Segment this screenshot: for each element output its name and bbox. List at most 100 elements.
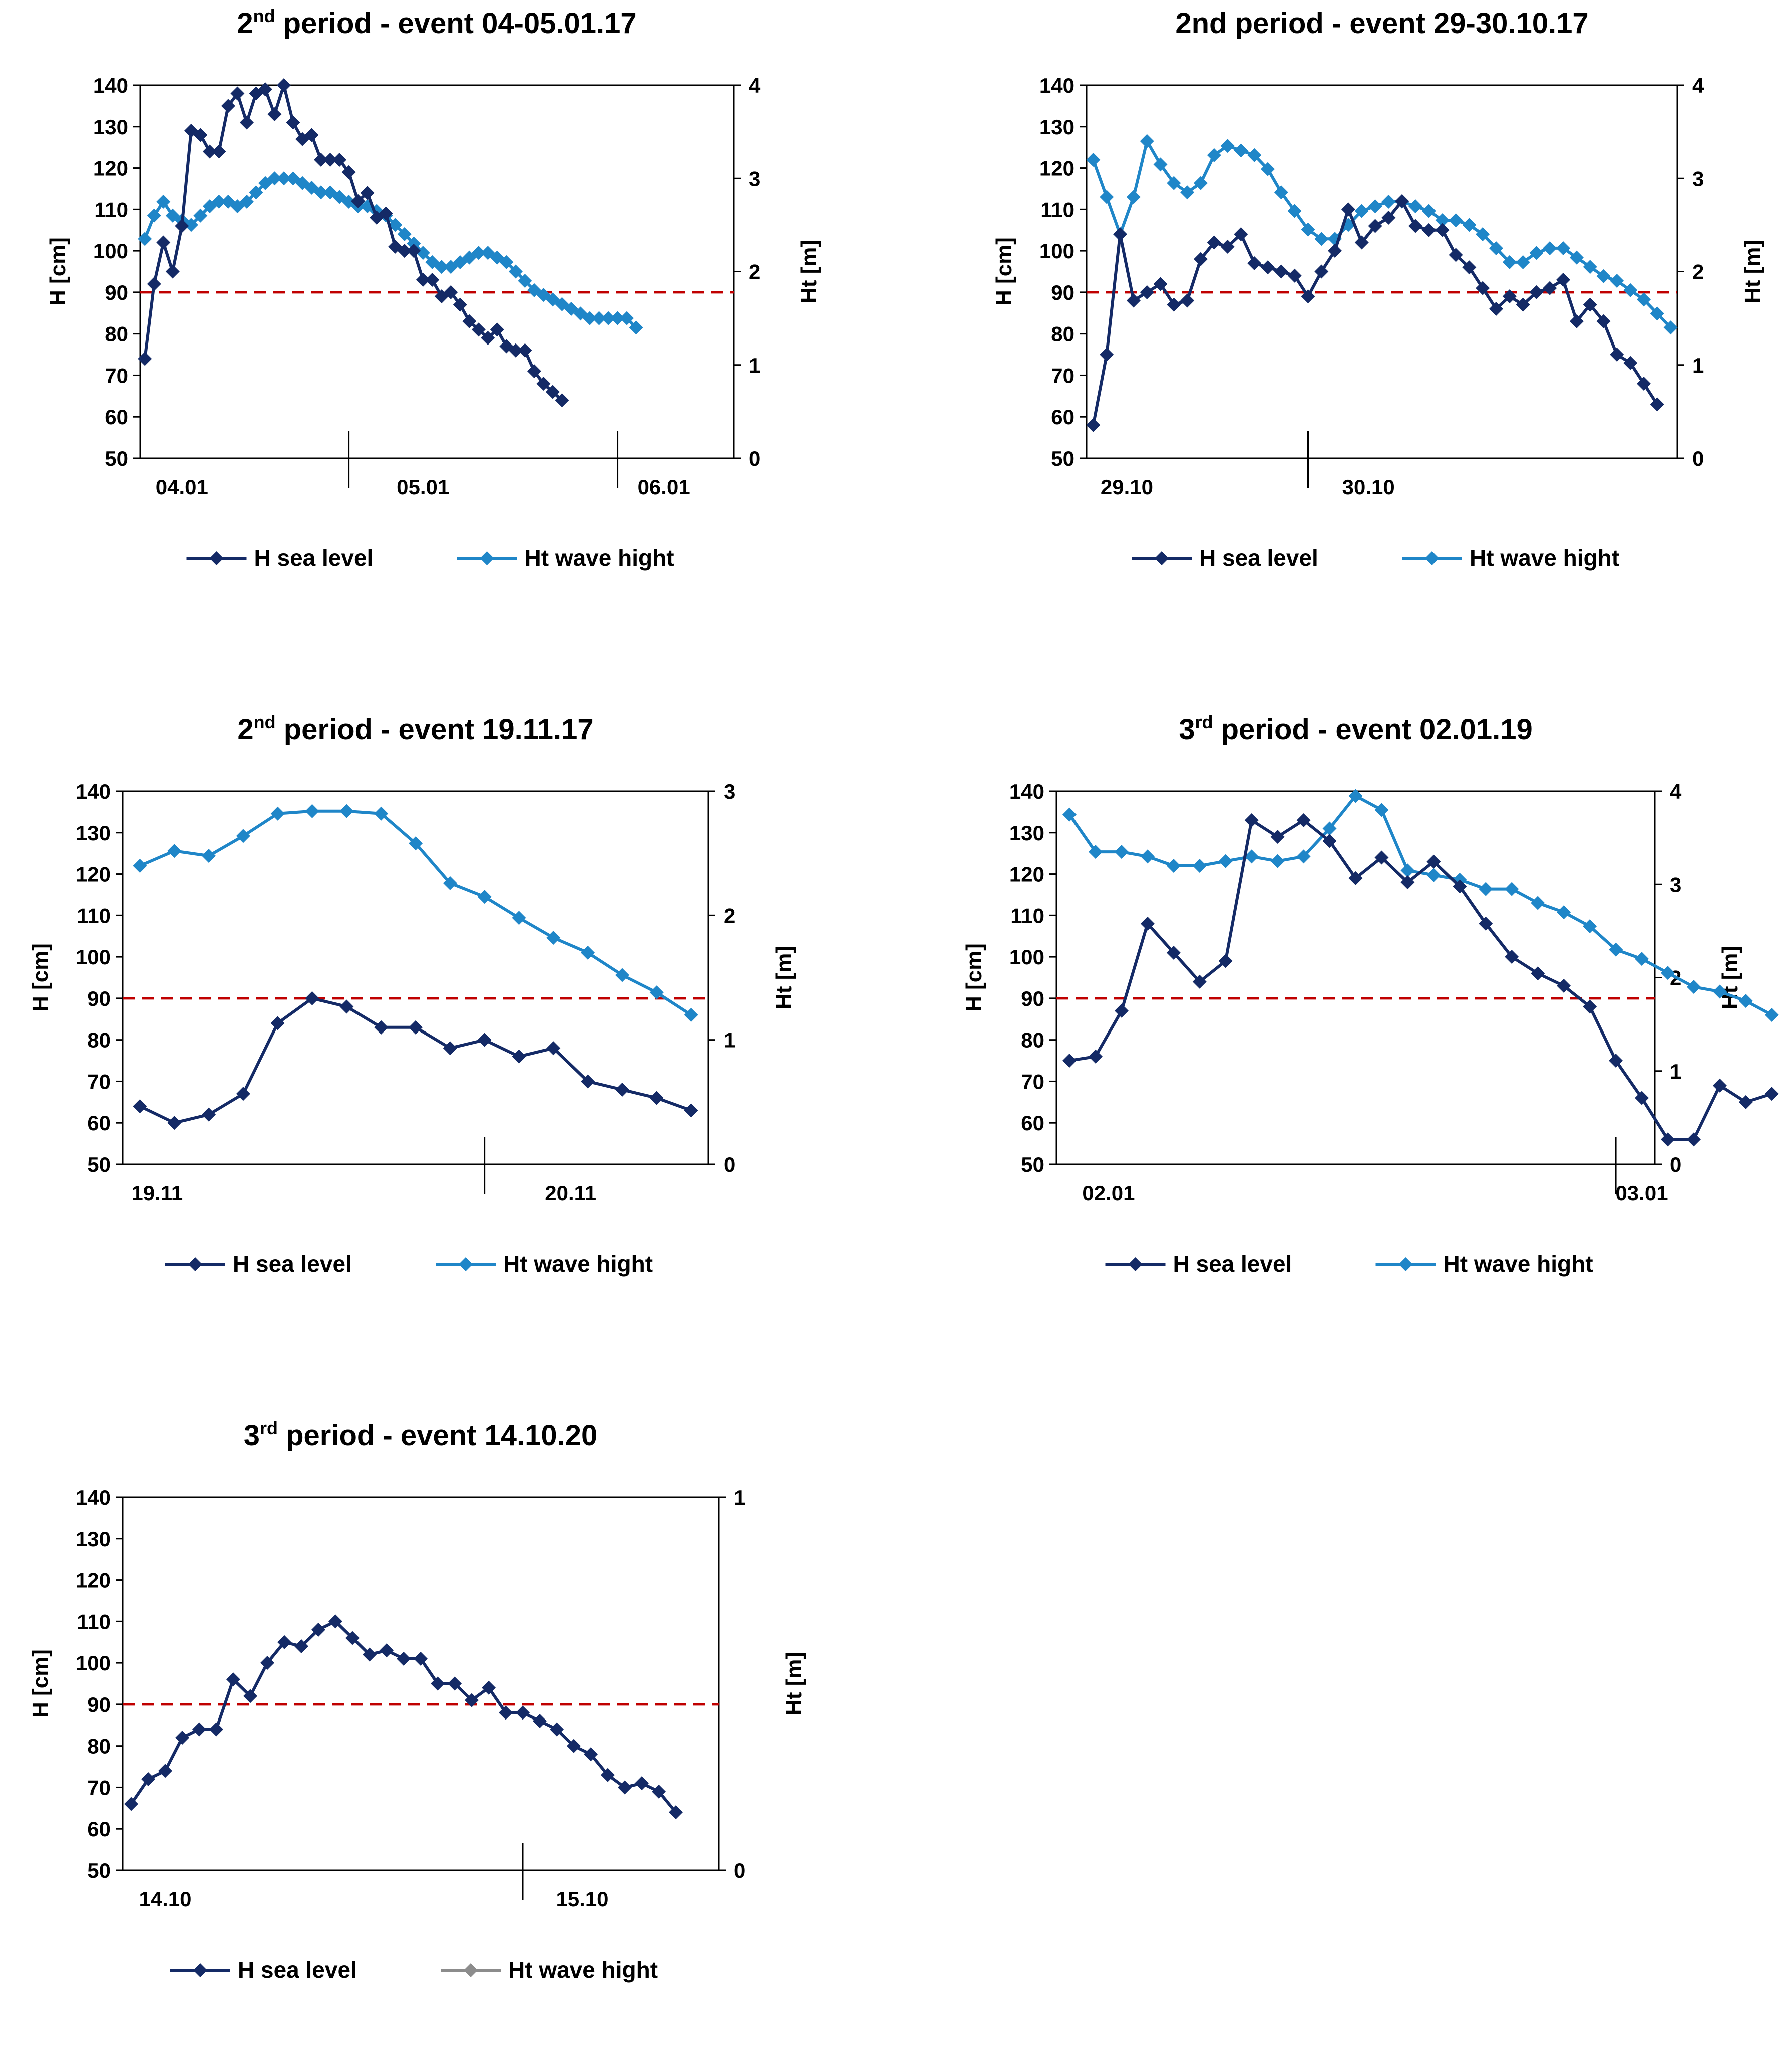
data-point-marker	[1408, 199, 1423, 214]
data-point-marker	[1192, 859, 1207, 873]
data-point-marker	[1636, 377, 1651, 391]
y-tick-label: 80	[87, 1028, 111, 1052]
series-wave-hight	[133, 804, 698, 1022]
chart-title-part: period - event 14.10.20	[278, 1419, 597, 1452]
data-point-marker	[684, 1008, 698, 1022]
data-point-marker	[512, 1049, 526, 1064]
data-point-marker	[499, 1705, 513, 1720]
data-point-marker	[1489, 302, 1503, 316]
data-point-marker	[1400, 875, 1415, 890]
data-point-marker	[425, 273, 440, 287]
data-point-marker	[339, 804, 354, 818]
data-point-marker	[304, 128, 319, 142]
data-point-marker	[249, 185, 263, 200]
y-tick-label: 130	[93, 115, 128, 139]
y-tick-label: 50	[1021, 1153, 1044, 1176]
data-point-marker	[1660, 1132, 1675, 1147]
data-point-marker	[175, 1731, 189, 1745]
data-point-marker	[156, 194, 171, 209]
data-point-marker	[482, 1680, 496, 1695]
y-tick-label: 140	[1039, 74, 1074, 97]
data-point-marker	[555, 393, 569, 408]
y-tick-label: 90	[87, 987, 111, 1010]
data-point-marker	[1609, 942, 1623, 957]
data-point-marker	[270, 806, 285, 821]
data-point-marker	[239, 115, 254, 130]
data-point-marker	[332, 153, 347, 167]
data-point-marker	[236, 1087, 250, 1101]
chart-svg: 3rd period - event 02.01.191401301201101…	[962, 712, 1779, 1277]
data-point-marker	[416, 246, 430, 260]
data-point-marker	[1244, 849, 1259, 864]
data-point-marker	[448, 1676, 462, 1691]
chart-title-part: 2	[237, 7, 253, 40]
data-point-marker	[1088, 845, 1103, 859]
series-line	[139, 996, 692, 1125]
data-point-marker	[1126, 293, 1141, 308]
data-point-marker	[212, 144, 226, 159]
data-point-marker	[581, 1074, 595, 1089]
data-point-marker	[138, 352, 152, 366]
data-point-marker	[1296, 849, 1311, 864]
y2-tick-label: 0	[1692, 447, 1704, 470]
data-point-marker	[481, 330, 495, 345]
y-tick-label: 80	[1021, 1028, 1044, 1052]
data-point-marker	[345, 1631, 360, 1645]
data-point-marker	[1220, 139, 1235, 153]
data-point-marker	[202, 1107, 216, 1122]
data-point-marker	[339, 999, 354, 1014]
data-point-marker	[1476, 227, 1490, 241]
data-point-marker	[508, 343, 523, 358]
data-point-marker	[1479, 916, 1493, 931]
y2-tick-label: 3	[724, 780, 735, 803]
data-point-marker	[477, 1033, 492, 1047]
data-point-marker	[202, 144, 217, 159]
data-point-marker	[471, 246, 486, 260]
data-point-marker	[260, 1656, 274, 1670]
y-tick-label: 70	[105, 364, 128, 387]
data-point-marker	[1348, 871, 1363, 885]
data-point-marker	[147, 277, 161, 291]
plot-frame	[139, 84, 735, 459]
data-point-marker	[1609, 1054, 1623, 1068]
data-point-marker	[341, 165, 356, 179]
chart-svg: 3rd period - event 14.10.201401301201101…	[28, 1418, 806, 1983]
legend-label: H sea level	[233, 1251, 352, 1277]
data-point-marker	[305, 804, 319, 818]
y-tick-label: 90	[87, 1693, 111, 1716]
y-tick-label: 60	[1021, 1111, 1044, 1135]
data-point-marker	[1301, 222, 1315, 237]
data-point-marker	[1764, 1087, 1779, 1101]
data-point-marker	[1623, 283, 1638, 297]
data-point-marker	[1374, 850, 1389, 865]
data-point-marker	[141, 1772, 155, 1786]
y-tick-label: 90	[1021, 987, 1044, 1010]
data-point-marker	[1505, 950, 1519, 964]
data-point-marker	[1100, 348, 1114, 362]
chart-title: 3rd period - event 02.01.19	[1179, 712, 1533, 746]
day-label: 15.10	[556, 1887, 608, 1911]
chart-title-part: period - event 19.11.17	[276, 713, 594, 746]
data-point-marker	[1218, 854, 1233, 868]
data-point-marker	[1516, 297, 1530, 312]
legend-label: Ht wave hight	[525, 545, 674, 571]
y-tick-label: 50	[87, 1859, 111, 1882]
data-point-marker	[1140, 849, 1155, 864]
data-point-marker	[267, 171, 282, 186]
data-point-marker	[1610, 274, 1624, 288]
data-point-marker	[629, 320, 643, 335]
chart-panel-2: 2nd period - event 29-30.10.17 140 130 120 1…	[916, 0, 1787, 651]
data-point-marker	[230, 86, 245, 101]
series-sea-level	[133, 991, 698, 1130]
day-label: 30.10	[1342, 475, 1395, 499]
legend-label: Ht wave hight	[508, 1957, 658, 1983]
data-point-marker	[1476, 281, 1490, 295]
series-line	[130, 1620, 677, 1814]
series-sea-level	[138, 78, 569, 408]
data-point-marker	[1341, 202, 1355, 217]
y2-tick-label: 3	[1692, 167, 1704, 190]
data-point-marker	[1207, 235, 1221, 250]
data-point-marker	[379, 206, 393, 221]
data-point-marker	[1650, 306, 1664, 321]
y-tick-label: 50	[105, 447, 128, 470]
